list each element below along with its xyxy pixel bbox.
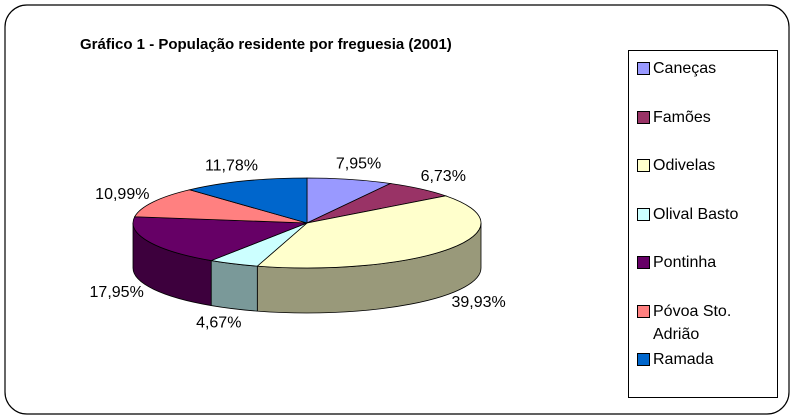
chart-title: Gráfico 1 - População residente por freg… [80, 36, 452, 53]
legend: Caneças Famões Odivelas Olival Basto Pontinh… [628, 50, 778, 398]
data-label: 39,93% [451, 294, 505, 311]
data-label: 17,95% [90, 284, 144, 301]
legend-swatch [637, 110, 650, 124]
data-label: 7,95% [336, 155, 381, 172]
legend-item: Ramada [637, 348, 775, 371]
legend-item: Pontinha [637, 251, 775, 274]
legend-label: Olival Basto [653, 205, 739, 223]
legend-swatch [637, 159, 650, 172]
slice [256, 195, 482, 269]
data-label: 10,99% [95, 186, 149, 203]
legend-label: Caneças [653, 60, 717, 77]
slice-side [210, 260, 258, 312]
data-label: 6,73% [421, 168, 466, 185]
legend-item: Póvoa Sto. Adrião [637, 300, 775, 346]
legend-label: Odivelas [653, 157, 716, 174]
legend-swatch [637, 207, 650, 221]
legend-label: Pontinha [653, 254, 717, 271]
data-label: 4,67% [196, 314, 241, 331]
legend-item: Famões [637, 106, 775, 129]
slice [132, 216, 308, 261]
legend-item: Caneças [637, 57, 775, 80]
legend-item: Odivelas [637, 154, 775, 177]
legend-label: Famões [653, 108, 711, 126]
legend-swatch [637, 256, 650, 269]
legend-swatch [637, 62, 650, 75]
legend-swatch [637, 353, 650, 366]
legend-label: Póvoa Sto. Adrião [653, 302, 732, 343]
legend-label: Ramada [653, 351, 714, 368]
legend-swatch [637, 304, 650, 318]
slice [134, 189, 308, 224]
legend-item: Olival Basto [637, 203, 775, 226]
slice [188, 177, 308, 224]
data-label: 11,78% [205, 158, 258, 175]
